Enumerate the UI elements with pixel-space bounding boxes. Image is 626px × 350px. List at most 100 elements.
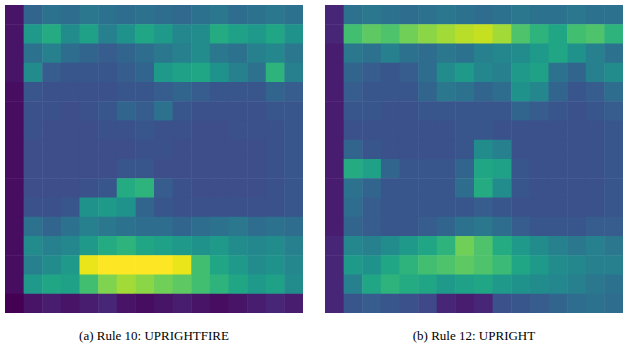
- heatmap-cell: [418, 217, 437, 237]
- heatmap-cell: [135, 140, 154, 160]
- heatmap-cell: [455, 24, 474, 44]
- heatmap-cell: [604, 255, 623, 275]
- heatmap-cell: [210, 121, 229, 141]
- heatmap-cell: [154, 178, 173, 198]
- heatmap-cell: [247, 255, 266, 275]
- heatmap-cell: [98, 217, 117, 237]
- heatmap-cell: [381, 255, 400, 275]
- heatmap-cell: [42, 140, 61, 160]
- heatmap-cell: [266, 121, 285, 141]
- heatmap-cell: [530, 121, 549, 141]
- heatmap-cell: [511, 178, 530, 198]
- heatmap-cell: [325, 198, 344, 218]
- heatmap-cell: [173, 275, 192, 295]
- heatmap-cell: [173, 44, 192, 64]
- heatmap-cell: [530, 159, 549, 179]
- heatmap-cell: [437, 255, 456, 275]
- heatmap-cell: [567, 24, 586, 44]
- heatmap-cell: [455, 236, 474, 256]
- heatmap-cell: [549, 275, 568, 295]
- heatmap-cell: [567, 217, 586, 237]
- heatmap-cell: [549, 63, 568, 83]
- heatmap-cell: [117, 140, 136, 160]
- heatmap-cell: [210, 198, 229, 218]
- heatmap-cell: [362, 198, 381, 218]
- heatmap-cell: [117, 217, 136, 237]
- heatmap-cell: [210, 255, 229, 275]
- heatmap-cell: [24, 255, 43, 275]
- heatmap-cell: [474, 24, 493, 44]
- heatmap-cell: [437, 294, 456, 313]
- heatmap-cell: [5, 217, 24, 237]
- heatmap-cell: [229, 44, 248, 64]
- heatmap-cell: [5, 140, 24, 160]
- heatmap-cell: [362, 236, 381, 256]
- heatmap-cell: [135, 275, 154, 295]
- panel: (b) Rule 12: UPRIGHT: [325, 5, 624, 343]
- heatmap-cell: [284, 217, 303, 237]
- heatmap-cell: [229, 140, 248, 160]
- heatmap-cell: [474, 63, 493, 83]
- heatmap-cell: [42, 5, 61, 25]
- heatmap-cell: [98, 24, 117, 44]
- heatmap-cell: [604, 5, 623, 25]
- heatmap-cell: [325, 217, 344, 237]
- heatmap-cell: [549, 159, 568, 179]
- heatmap-cell: [135, 255, 154, 275]
- heatmap-cell: [42, 101, 61, 121]
- heatmap-cell: [344, 217, 363, 237]
- heatmap-cell: [5, 121, 24, 141]
- heatmap-cell: [61, 275, 80, 295]
- heatmap-cell: [344, 198, 363, 218]
- heatmap-cell: [344, 275, 363, 295]
- heatmap-cell: [586, 101, 605, 121]
- heatmap-cell: [511, 255, 530, 275]
- heatmap-cell: [191, 255, 210, 275]
- heatmap-cell: [98, 101, 117, 121]
- heatmap-cell: [511, 159, 530, 179]
- heatmap-cell: [511, 236, 530, 256]
- heatmap-cell: [344, 236, 363, 256]
- heatmap-cell: [42, 275, 61, 295]
- heatmap-cell: [381, 101, 400, 121]
- heatmap-cell: [80, 101, 99, 121]
- heatmap-cell: [549, 121, 568, 141]
- heatmap-cell: [400, 159, 419, 179]
- heatmap-cell: [530, 82, 549, 102]
- heatmap-cell: [191, 178, 210, 198]
- heatmap-cell: [5, 159, 24, 179]
- heatmap-cell: [437, 275, 456, 295]
- heatmap-cell: [567, 121, 586, 141]
- heatmap-cell: [418, 101, 437, 121]
- heatmap-cell: [24, 24, 43, 44]
- heatmap-cell: [418, 44, 437, 64]
- heatmap-cell: [474, 159, 493, 179]
- heatmap-cell: [455, 44, 474, 64]
- heatmap-cell: [42, 294, 61, 313]
- heatmap-cell: [191, 275, 210, 295]
- heatmap-cell: [98, 63, 117, 83]
- heatmap-cell: [154, 217, 173, 237]
- heatmap-cell: [247, 5, 266, 25]
- heatmap-cell: [24, 82, 43, 102]
- heatmap-cell: [530, 24, 549, 44]
- heatmap-cell: [210, 82, 229, 102]
- heatmap-cell: [400, 217, 419, 237]
- heatmap-cell: [173, 63, 192, 83]
- heatmap-cell: [154, 44, 173, 64]
- heatmap-cell: [266, 63, 285, 83]
- heatmap-cell: [229, 178, 248, 198]
- heatmap-cell: [154, 121, 173, 141]
- heatmap-cell: [284, 121, 303, 141]
- heatmap-cell: [344, 178, 363, 198]
- heatmap-cell: [247, 275, 266, 295]
- heatmap-cell: [604, 275, 623, 295]
- heatmap-cell: [154, 101, 173, 121]
- heatmap-cell: [418, 140, 437, 160]
- heatmap-cell: [493, 178, 512, 198]
- heatmap-cell: [210, 217, 229, 237]
- heatmap-cell: [400, 101, 419, 121]
- heatmap-cell: [80, 121, 99, 141]
- heatmap-cell: [154, 159, 173, 179]
- heatmap-cell: [210, 5, 229, 25]
